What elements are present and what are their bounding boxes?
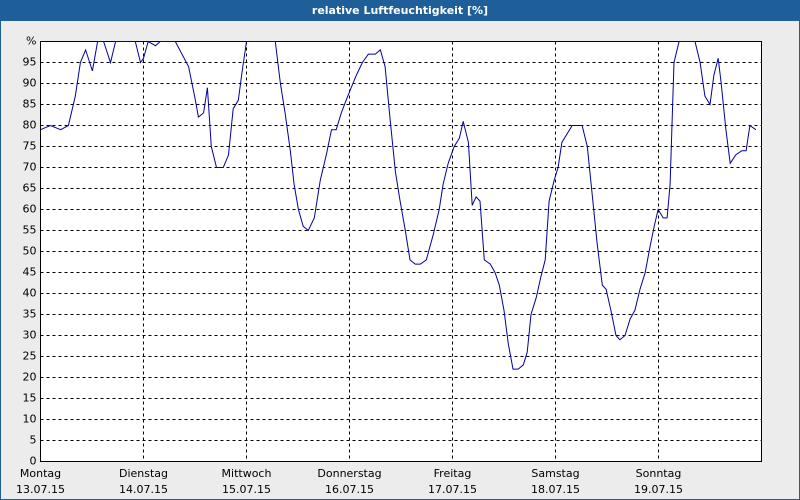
y-tick-label: 75 [23,140,37,153]
y-tick-label: 70 [23,161,37,174]
y-tick-label: % [26,35,36,48]
y-tick-label: 15 [23,392,37,405]
title-bar [0,0,800,21]
y-tick-label: 20 [23,371,37,384]
y-tick-label: 35 [23,308,37,321]
y-tick-label: 80 [23,119,37,132]
x-tick-label: Donnerstag [317,467,381,480]
x-tick-date: 17.07.15 [428,483,477,496]
y-tick-label: 40 [23,287,37,300]
y-tick-label: 55 [23,224,37,237]
x-tick-date: 16.07.15 [325,483,374,496]
y-tick-label: 10 [23,413,37,426]
x-tick-date: 19.07.15 [634,483,683,496]
x-tick-label: Sonntag [636,467,682,480]
y-tick-label: 95 [23,56,37,69]
y-tick-label: 0 [30,455,37,468]
x-tick-label: Samstag [531,467,579,480]
chart-title: relative Luftfeuchtigkeit [%] [312,4,488,17]
y-tick-label: 60 [23,203,37,216]
y-tick-label: 90 [23,77,37,90]
y-tick-label: 85 [23,98,37,111]
x-tick-date: 15.07.15 [222,483,271,496]
x-tick-label: Freitag [434,467,472,480]
data-line [40,40,757,370]
plot-border [40,41,762,462]
y-tick-label: 30 [23,329,37,342]
y-tick-label: 5 [30,434,37,447]
x-tick-label: Montag [20,467,61,480]
y-tick-label: 65 [23,182,37,195]
y-tick-label: 45 [23,266,37,279]
x-tick-date: 18.07.15 [531,483,580,496]
x-tick-label: Mittwoch [222,467,272,480]
x-tick-label: Dienstag [119,467,168,480]
x-tick-date: 13.07.15 [16,483,65,496]
y-tick-label: 25 [23,350,37,363]
x-tick-date: 14.07.15 [119,483,168,496]
y-tick-label: 50 [23,245,37,258]
